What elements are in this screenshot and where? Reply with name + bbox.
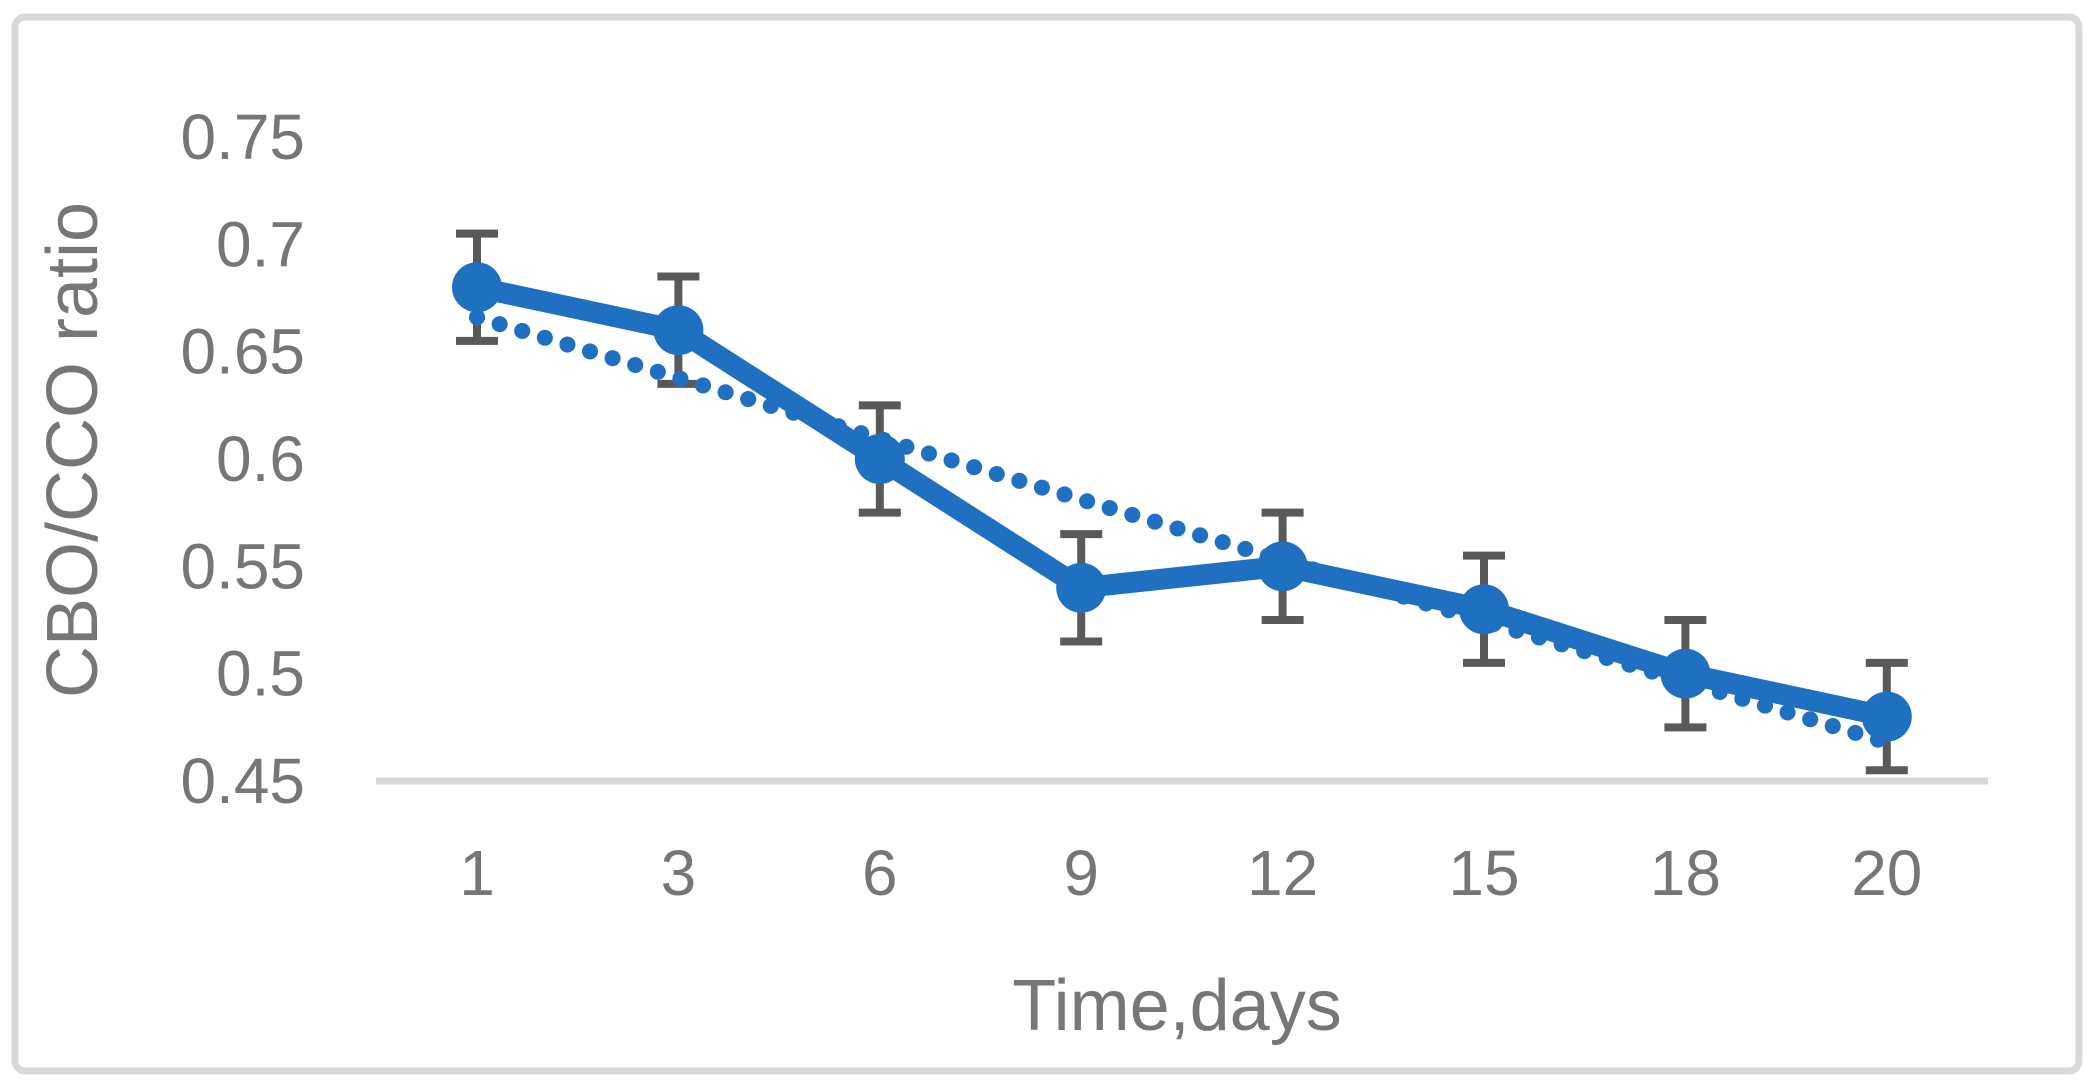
x-axis-tick-labels: 1 3 6 9 12 15 18 20 <box>459 837 1922 909</box>
y-axis-title: CBO/CCO ratio <box>33 202 113 698</box>
y-tick-label: 0.75 <box>180 101 305 173</box>
series-layer <box>466 276 1898 728</box>
y-tick-label: 0.45 <box>180 745 305 817</box>
data-point-marker <box>1660 648 1711 699</box>
x-axis-title: Time,days <box>1012 966 1341 1046</box>
x-tick-label: 20 <box>1851 837 1922 909</box>
y-tick-label: 0.6 <box>216 423 305 495</box>
y-tick-label: 0.65 <box>180 316 305 388</box>
markers-layer <box>452 262 1912 742</box>
data-point-marker <box>1257 541 1308 592</box>
data-point-marker <box>653 305 704 356</box>
x-tick-label: 9 <box>1063 837 1099 909</box>
y-tick-label: 0.5 <box>216 638 305 710</box>
data-point-marker <box>1861 691 1912 742</box>
data-point-marker <box>452 262 502 313</box>
y-tick-label: 0.7 <box>216 208 305 280</box>
x-tick-label: 6 <box>862 837 898 909</box>
y-tick-label: 0.55 <box>180 530 305 602</box>
chart-border <box>11 13 2083 1075</box>
x-tick-label: 18 <box>1650 837 1721 909</box>
x-tick-label: 1 <box>459 837 495 909</box>
y-axis-tick-labels: 0.75 0.7 0.65 0.6 0.55 0.5 0.45 <box>180 101 305 817</box>
x-tick-label: 3 <box>661 837 697 909</box>
data-point-marker <box>1056 562 1107 613</box>
x-tick-label: 15 <box>1448 837 1519 909</box>
data-point-marker <box>854 433 905 484</box>
x-tick-label: 12 <box>1247 837 1318 909</box>
data-point-marker <box>1459 584 1509 635</box>
series-line <box>466 276 1898 728</box>
